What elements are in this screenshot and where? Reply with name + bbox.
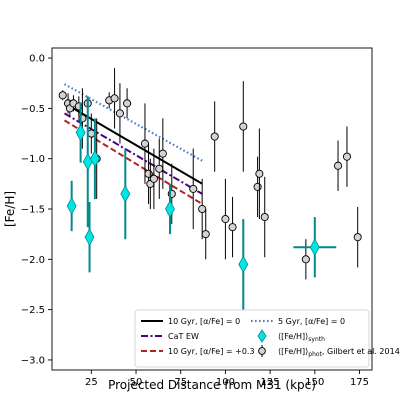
legend: 10 Gyr, [α/Fe] = 0 CaT EW 10 Gyr, [α/Fe] =…: [134, 309, 400, 368]
phot-point: [87, 129, 96, 138]
synth-point: [75, 123, 86, 142]
phot-point: [189, 184, 198, 193]
y-tick-label: −0.5: [21, 104, 45, 115]
phot-point: [140, 139, 150, 148]
legend-label-10gyr-alpha03: 10 Gyr, [α/Fe] = +0.3: [168, 347, 255, 356]
phot-point: [123, 99, 132, 108]
legend-label-sub: phot: [308, 351, 322, 358]
synth-point: [238, 255, 249, 274]
synth-points: [66, 96, 337, 310]
y-tick-label: 0.0: [29, 54, 45, 65]
phot-point: [155, 164, 164, 173]
legend-swatch-phot: [258, 347, 266, 355]
y-tick-label: −3.0: [21, 355, 45, 366]
phot-point: [342, 152, 352, 161]
phot-point: [221, 215, 230, 224]
x-tick-label: 125: [261, 377, 280, 388]
x-axis-label: Projected Distance from M31 (kpc): [108, 378, 316, 392]
phot-point: [149, 174, 158, 183]
x-axis-ticks: 25 50 75 100 125 150 175: [85, 370, 369, 388]
synth-point: [120, 185, 131, 203]
phot-point: [201, 230, 210, 239]
phot-point: [253, 182, 262, 191]
phot-point: [58, 91, 67, 100]
y-axis-label: [Fe/H]: [3, 191, 17, 227]
legend-label-main: ⟨[Fe/H]⟩: [278, 347, 308, 356]
legend-box: [134, 309, 370, 368]
x-tick-label: 50: [130, 377, 143, 388]
synth-point: [165, 200, 175, 218]
phot-point: [239, 122, 248, 131]
phot-point: [210, 132, 219, 141]
phot-point: [255, 169, 264, 178]
phot-point: [198, 204, 207, 214]
phot-point: [115, 109, 124, 118]
legend-label-5gyr-alpha0: 5 Gyr, [α/Fe] = 0: [278, 317, 345, 326]
synth-point: [66, 197, 77, 215]
y-tick-label: −1.0: [21, 154, 45, 165]
phot-point: [158, 149, 167, 158]
phot-point: [301, 255, 310, 264]
x-tick-label: 25: [85, 377, 98, 388]
synth-point: [84, 228, 95, 246]
phot-point: [228, 223, 237, 232]
y-axis-ticks: 0.0 −0.5 −1.0 −1.5 −2.0 −2.5 −3.0: [21, 54, 52, 366]
legend-label-sub: synth: [308, 336, 325, 343]
x-tick-label: 150: [305, 377, 324, 388]
x-tick-label: 75: [174, 377, 187, 388]
legend-swatch-synth: [257, 329, 267, 343]
synth-point: [309, 238, 320, 257]
legend-label-main: ⟨[Fe/H]⟩: [278, 332, 308, 341]
model-line-cat-ew: [63, 112, 203, 195]
phot-point: [333, 161, 343, 170]
x-tick-label: 175: [350, 377, 369, 388]
y-tick-label: −2.5: [21, 305, 45, 316]
legend-label-cat-ew: CaT EW: [168, 332, 199, 341]
phot-point: [353, 233, 362, 242]
legend-label-10gyr-alpha0: 10 Gyr, [α/Fe] = 0: [168, 317, 240, 326]
legend-label-tail: , Gilbert et al. 2014: [322, 347, 400, 356]
phot-point: [110, 94, 119, 103]
phot-point: [260, 212, 269, 222]
y-tick-label: −2.0: [21, 255, 45, 266]
legend-label-phot: ⟨[Fe/H]⟩phot, Gilbert et al. 2014: [278, 347, 400, 358]
y-tick-label: −1.5: [21, 205, 45, 216]
synth-point: [89, 149, 100, 168]
x-tick-label: 100: [216, 377, 235, 388]
legend-label-synth: ⟨[Fe/H]⟩synth: [278, 332, 325, 343]
